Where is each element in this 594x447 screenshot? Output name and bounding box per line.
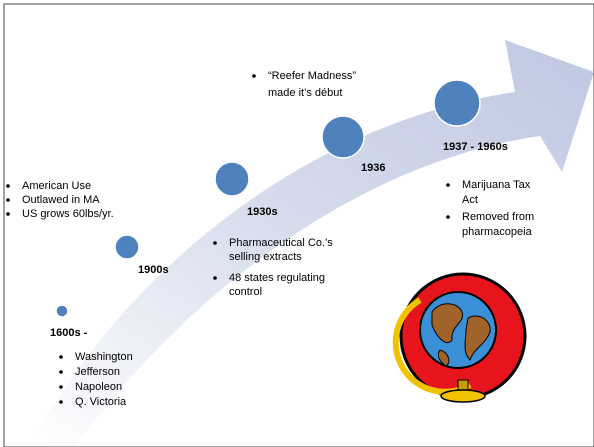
event-label: 1900s	[138, 264, 169, 276]
bullet-text: Act	[462, 194, 478, 206]
bullet	[446, 215, 450, 219]
timeline-node	[434, 80, 480, 126]
event-label: 1936	[361, 162, 385, 174]
bullet-text: pharmacopeia	[462, 226, 533, 238]
timeline-node	[56, 305, 68, 317]
bullet-text: American Use	[22, 180, 91, 192]
event-label: 1930s	[247, 206, 278, 218]
timeline-node	[215, 162, 249, 196]
bullet-text: US grows 60lbs/yr.	[22, 208, 114, 220]
bullet-text: Marijuana Tax	[462, 179, 531, 191]
bullet-text: made it’s début	[268, 87, 342, 99]
bullet	[59, 385, 63, 389]
bullet-text: Washington	[75, 351, 133, 363]
bullet	[252, 74, 256, 78]
event-label: 1937 - 1960s	[443, 141, 508, 153]
timeline-node	[115, 235, 139, 259]
bullet	[6, 184, 10, 188]
bullet	[446, 183, 450, 187]
slide: 1600s - Washington Jefferson Napoleon Q. Vic…	[0, 0, 594, 447]
bullet-text: Napoleon	[75, 381, 122, 393]
bullet-text: control	[229, 286, 262, 298]
bullet	[59, 400, 63, 404]
bullet	[6, 212, 10, 216]
bullet-text: “Reefer Madness”	[268, 70, 356, 82]
bullet-text: Q. Victoria	[75, 396, 127, 408]
event-label: 1600s -	[50, 327, 88, 339]
timeline-node	[322, 116, 364, 158]
bullet	[6, 198, 10, 202]
bullet-text: Removed from	[462, 211, 534, 223]
bullet	[213, 276, 217, 280]
bullet	[59, 370, 63, 374]
bullet-text: Outlawed in MA	[22, 194, 100, 206]
bullet	[213, 241, 217, 245]
bullet-text: 48 states regulating	[229, 272, 325, 284]
bullet-text: Jefferson	[75, 366, 120, 378]
bullet-text: selling extracts	[229, 251, 302, 263]
bullet-text: Pharmaceutical Co.’s	[229, 237, 333, 249]
bullet	[59, 355, 63, 359]
